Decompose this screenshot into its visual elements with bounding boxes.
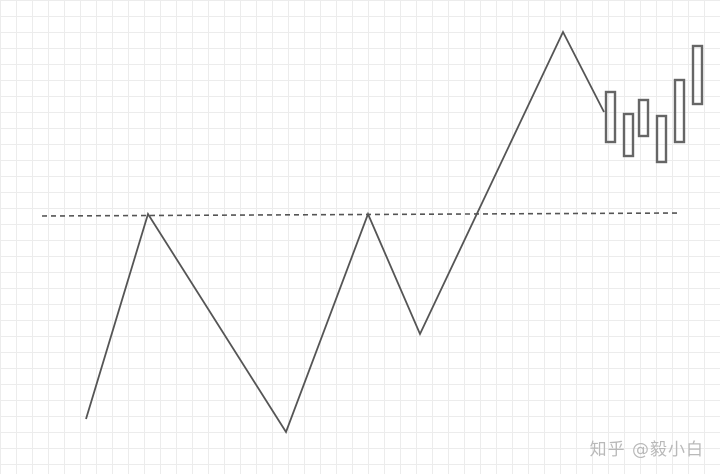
candlestick-1: [604, 90, 617, 144]
candlestick-5: [673, 78, 686, 144]
watermark-text: 知乎 @毅小白: [589, 440, 704, 460]
candlestick-3: [637, 98, 650, 138]
candlestick-group: [604, 44, 704, 164]
candlestick-4: [655, 114, 668, 164]
resistance-dashed-line: [41, 212, 681, 217]
price-zigzag-line: [85, 29, 605, 435]
candlestick-2: [622, 112, 635, 158]
candlestick-6: [691, 44, 704, 106]
